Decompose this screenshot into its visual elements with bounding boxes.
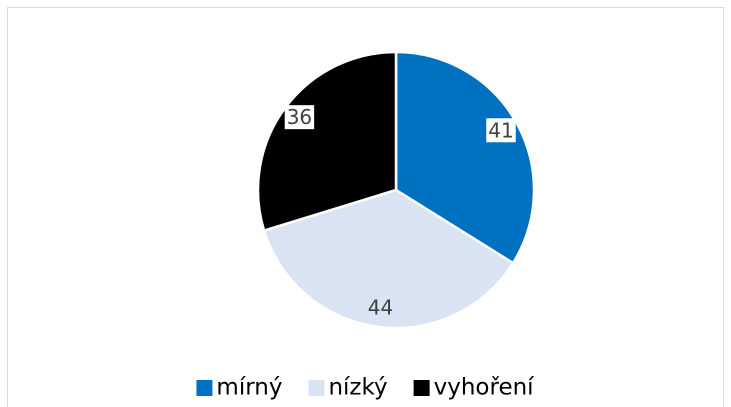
- data-label: 41: [488, 118, 513, 142]
- pie-slice: [262, 188, 515, 330]
- legend-swatch: [196, 380, 213, 396]
- data-label-box: [284, 105, 315, 130]
- legend-label: nízký: [328, 375, 387, 401]
- data-label: 36: [287, 105, 312, 129]
- legend-label: vyhoření: [434, 375, 535, 401]
- data-label-box: [486, 118, 516, 143]
- legend-label: mírný: [216, 375, 282, 401]
- legend-swatch: [308, 380, 325, 396]
- legend-swatch: [413, 380, 430, 396]
- data-label: 44: [368, 296, 393, 320]
